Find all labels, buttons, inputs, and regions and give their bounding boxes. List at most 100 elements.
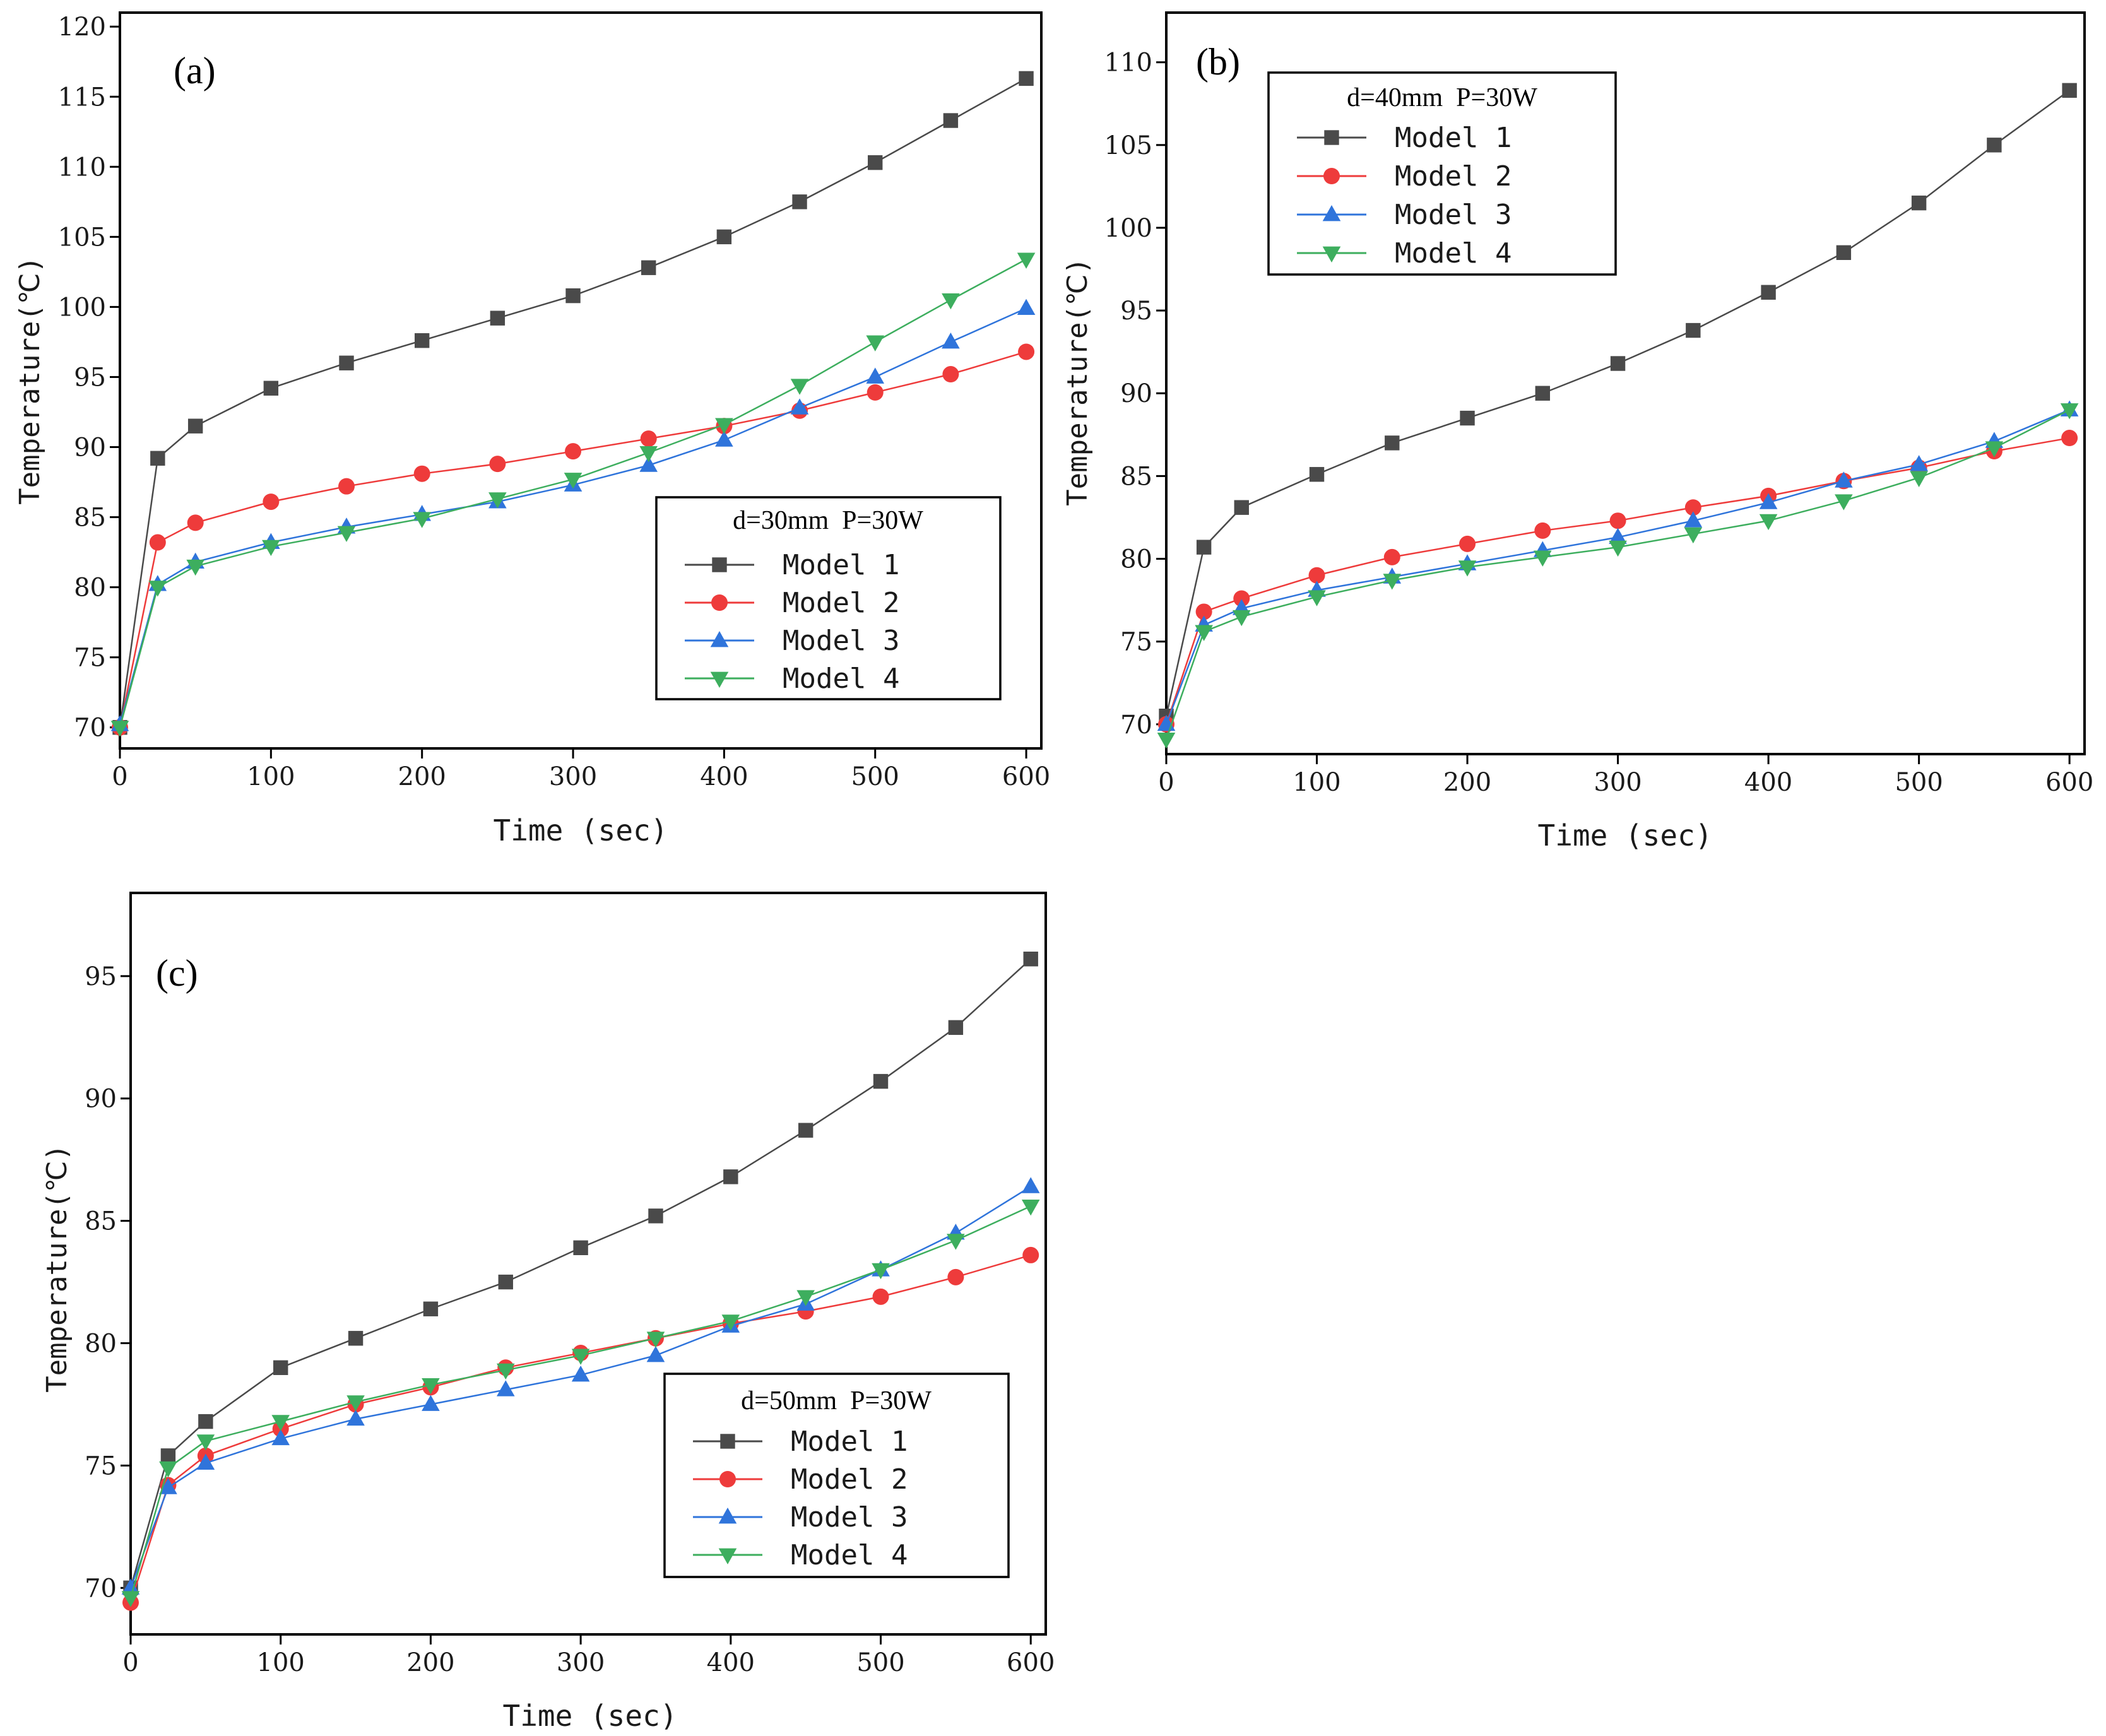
x-axis: 0 100 200 300 400 500 600 bbox=[122, 1634, 1055, 1677]
legend-label: Model 1 bbox=[783, 549, 899, 581]
x-tick-label: 400 bbox=[1744, 768, 1792, 797]
x-tick-label: 400 bbox=[707, 1648, 755, 1677]
y-tick-label: 90 bbox=[74, 433, 106, 462]
data-point bbox=[1023, 952, 1038, 967]
data-point bbox=[262, 540, 280, 557]
data-point bbox=[947, 1234, 965, 1250]
plot-frame bbox=[129, 892, 1047, 1636]
data-point bbox=[715, 430, 733, 447]
data-point bbox=[792, 194, 807, 210]
legend-item: Model 4 bbox=[685, 663, 899, 695]
legend-label: Model 4 bbox=[791, 1539, 908, 1571]
data-point bbox=[571, 1349, 590, 1365]
y-tick-label: 100 bbox=[1104, 214, 1152, 243]
data-point bbox=[1234, 500, 1249, 515]
data-point bbox=[498, 1274, 513, 1290]
legend-label: Model 3 bbox=[791, 1501, 908, 1533]
y-axis: 70 75 80 85 90 95 bbox=[85, 962, 131, 1603]
series-model-4 bbox=[121, 1199, 1040, 1607]
x-axis-label: Time (sec) bbox=[503, 1699, 678, 1733]
data-point bbox=[1459, 535, 1476, 552]
panel-c: 0 100 200 300 400 500 600 70 75 80 85 90 95 (c) Tim… bbox=[41, 892, 1055, 1733]
data-point bbox=[337, 526, 356, 542]
x-tick-label: 400 bbox=[700, 762, 748, 791]
y-tick-label: 85 bbox=[1120, 462, 1152, 491]
y-tick-label: 75 bbox=[85, 1451, 117, 1480]
data-point bbox=[1232, 610, 1251, 627]
data-point bbox=[1910, 471, 1928, 487]
data-point bbox=[1385, 435, 1400, 451]
x-tick-label: 300 bbox=[557, 1648, 605, 1677]
data-point bbox=[160, 1448, 176, 1463]
x-axis-label: Time (sec) bbox=[494, 813, 668, 847]
y-tick-label: 110 bbox=[58, 153, 106, 182]
data-point bbox=[947, 1268, 964, 1285]
legend-label: Model 4 bbox=[1395, 237, 1511, 269]
legend-marker bbox=[710, 671, 729, 688]
data-point bbox=[1761, 285, 1776, 300]
data-point bbox=[1018, 343, 1035, 360]
data-point bbox=[1759, 493, 1778, 509]
data-point bbox=[1911, 195, 1927, 211]
data-point bbox=[1157, 732, 1176, 749]
data-point bbox=[1309, 467, 1325, 482]
plot-frame bbox=[119, 11, 1043, 750]
series-line bbox=[1165, 90, 2070, 716]
x-tick-label: 500 bbox=[851, 762, 899, 791]
legend-title: d=50mm P=30W bbox=[741, 1386, 932, 1415]
data-point bbox=[790, 379, 809, 395]
data-point bbox=[1534, 550, 1552, 567]
legend-label: Model 1 bbox=[791, 1426, 908, 1458]
data-point bbox=[640, 430, 657, 447]
data-point bbox=[496, 1363, 515, 1380]
data-point bbox=[641, 260, 656, 275]
legend-item: Model 1 bbox=[1297, 122, 1511, 154]
legend-item: Model 2 bbox=[1297, 160, 1511, 192]
data-point bbox=[1835, 471, 1853, 488]
legend-rows: Model 1 Model 2 Model 3 Model 4 bbox=[685, 549, 899, 695]
data-point bbox=[866, 367, 885, 384]
y-tick-label: 95 bbox=[74, 363, 106, 392]
data-point bbox=[121, 1591, 140, 1607]
y-tick-label: 85 bbox=[85, 1207, 117, 1236]
legend-label: Model 1 bbox=[1395, 122, 1511, 154]
data-point bbox=[423, 1301, 439, 1316]
legend-item: Model 3 bbox=[693, 1501, 908, 1533]
data-point bbox=[1836, 245, 1852, 261]
data-point bbox=[186, 559, 204, 576]
data-point bbox=[1021, 1177, 1040, 1193]
y-axis-label: Temperature(℃) bbox=[41, 1144, 73, 1393]
data-point bbox=[1759, 514, 1778, 531]
y-tick-label: 75 bbox=[1120, 628, 1152, 657]
data-point bbox=[1609, 528, 1627, 544]
data-point bbox=[565, 288, 581, 304]
data-point bbox=[422, 1378, 440, 1395]
legend-item: Model 3 bbox=[1297, 199, 1511, 231]
data-point bbox=[1195, 603, 1212, 620]
y-tick-label: 70 bbox=[74, 714, 106, 743]
legend-marker bbox=[710, 631, 729, 647]
y-tick-label: 95 bbox=[85, 962, 117, 991]
data-point bbox=[159, 1461, 177, 1478]
series-line bbox=[1165, 437, 2070, 725]
y-tick-label: 105 bbox=[58, 223, 106, 252]
data-point bbox=[942, 332, 960, 349]
data-point bbox=[948, 1020, 964, 1035]
legend-label: Model 3 bbox=[783, 625, 899, 657]
legend-title: d=30mm P=30W bbox=[733, 506, 923, 535]
y-tick-label: 100 bbox=[58, 293, 106, 322]
data-point bbox=[1021, 1199, 1040, 1216]
data-point bbox=[198, 1414, 213, 1429]
data-point bbox=[489, 456, 506, 473]
data-point bbox=[1610, 356, 1626, 371]
data-point bbox=[790, 398, 809, 415]
data-point bbox=[1835, 494, 1853, 511]
data-point bbox=[565, 443, 582, 460]
data-point bbox=[1686, 322, 1701, 338]
y-tick-label: 95 bbox=[1120, 297, 1152, 326]
legend-item: Model 2 bbox=[685, 587, 899, 619]
series-model-3 bbox=[1157, 400, 2079, 731]
